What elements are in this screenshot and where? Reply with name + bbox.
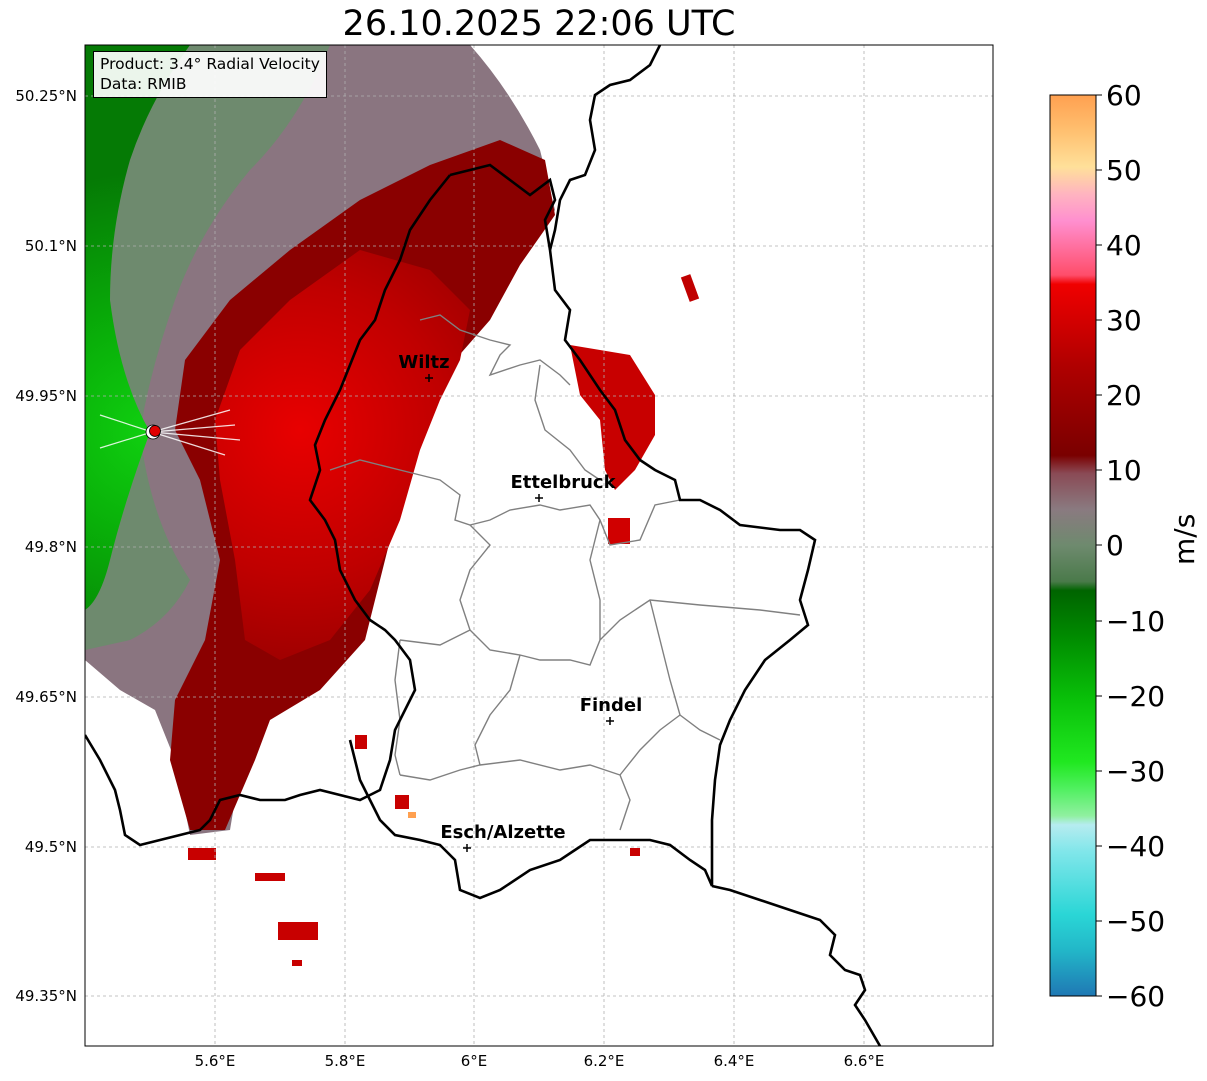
canton-borders (329, 314, 801, 831)
echo-green-zone (85, 45, 190, 610)
lat-tick-label: 49.65°N (15, 688, 77, 706)
colorbar-tick-label: −20 (1106, 680, 1165, 713)
data-source-label: Data: RMIB (100, 75, 187, 93)
echo-red-core (215, 250, 470, 660)
lat-tick-label: 49.8°N (25, 538, 77, 556)
lat-tick-label: 49.95°N (15, 387, 77, 405)
echo-fragment (292, 960, 302, 966)
map-title: 26.10.2025 22:06 UTC (342, 4, 736, 44)
lat-tick-label: 50.1°N (25, 237, 77, 255)
colorbar-tick-label: 0 (1106, 529, 1124, 562)
echo-fragment (680, 274, 700, 302)
city-marker-esch (463, 844, 471, 852)
colorbar-tick-label: 40 (1106, 229, 1142, 262)
city-marker-findel (606, 717, 614, 725)
radar-spokes (99, 409, 241, 456)
echo-grey-green-zone (85, 45, 330, 650)
echo-fragment (630, 848, 640, 856)
echo-fragment (255, 873, 285, 881)
lon-tick-label: 6°E (461, 1052, 488, 1070)
lon-tick-label: 6.2°E (584, 1052, 625, 1070)
city-marker-ettelbruck (535, 494, 543, 502)
lon-tick-label: 6.4°E (714, 1052, 755, 1070)
lat-tick-label: 49.35°N (15, 987, 77, 1005)
echo-fragment (188, 848, 216, 860)
colorbar-tick-label: 30 (1106, 304, 1142, 337)
colorbar-tick-label: −50 (1106, 905, 1165, 938)
map-frame (84, 44, 994, 1047)
lon-axis: 5.6°E 5.8°E 6°E 6.2°E 6.4°E 6.6°E (195, 1052, 885, 1070)
city-label-esch-alzette: Esch/Alzette (440, 822, 565, 843)
colorbar-tick-label: 50 (1106, 154, 1142, 187)
lat-tick-label: 49.5°N (25, 838, 77, 856)
city-label-findel: Findel (580, 695, 643, 716)
city-label-wiltz: Wiltz (398, 352, 449, 373)
city-label-ettelbruck: Ettelbruck (510, 472, 616, 493)
product-label: Product: 3.4° Radial Velocity (100, 55, 320, 73)
colorbar-tick-label: −10 (1106, 605, 1165, 638)
echo-fragment (278, 922, 318, 940)
city-marker-wiltz (425, 374, 433, 382)
country-borders (85, 45, 882, 1046)
colorbar-tick-label: 10 (1106, 454, 1142, 487)
lon-tick-label: 5.8°E (325, 1052, 366, 1070)
colorbar-tick-label: −40 (1106, 830, 1165, 863)
colorbar-ticks (1096, 94, 1102, 997)
city-markers (425, 374, 614, 852)
echo-fragment (395, 795, 409, 809)
lon-tick-label: 6.6°E (844, 1052, 885, 1070)
lat-tick-label: 50.25°N (15, 87, 77, 105)
lat-axis: 50.25°N 50.1°N 49.95°N 49.8°N 49.65°N 49… (15, 87, 77, 1005)
lon-tick-label: 5.6°E (195, 1052, 236, 1070)
colorbar-tick-label: 20 (1106, 379, 1142, 412)
colorbar (1049, 94, 1097, 997)
echo-fragment (355, 735, 367, 749)
colorbar-tick-labels: 60 50 40 30 20 10 0 −10 −20 −30 −40 −50 … (1106, 79, 1165, 1013)
echo-fragment (608, 518, 630, 544)
product-info-box: Product: 3.4° Radial Velocity Data: RMIB (93, 51, 327, 98)
radar-site-marker (149, 425, 161, 437)
colorbar-tick-label: 60 (1106, 79, 1142, 112)
colorbar-unit-label: m/s (1168, 513, 1201, 565)
echo-fragment (408, 812, 416, 818)
colorbar-tick-label: −60 (1106, 980, 1165, 1013)
colorbar-tick-label: −30 (1106, 755, 1165, 788)
